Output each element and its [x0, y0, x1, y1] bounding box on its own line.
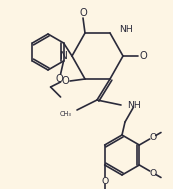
Text: CH₃: CH₃	[60, 111, 72, 117]
Text: N: N	[60, 51, 68, 61]
Text: NH: NH	[119, 26, 133, 35]
Text: O: O	[139, 51, 147, 61]
Text: NH: NH	[127, 101, 141, 109]
Text: O: O	[79, 8, 87, 18]
Text: O: O	[149, 169, 157, 177]
Text: O: O	[61, 76, 69, 86]
Text: O: O	[56, 74, 63, 84]
Text: O: O	[101, 177, 108, 185]
Text: O: O	[149, 132, 157, 142]
